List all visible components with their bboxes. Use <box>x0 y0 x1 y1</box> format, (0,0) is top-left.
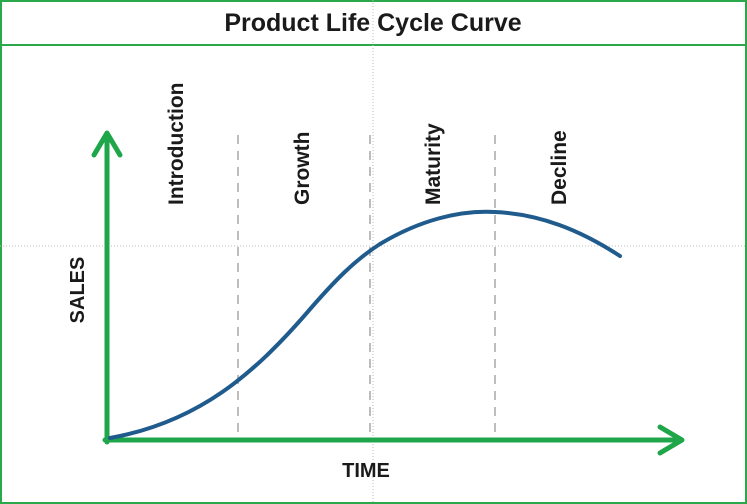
y-axis-label: SALES <box>67 257 89 324</box>
stage-dividers <box>237 135 496 440</box>
stage-label: Maturity <box>422 123 445 205</box>
stage-label: Introduction <box>165 83 188 205</box>
stage-label: Growth <box>291 132 314 206</box>
x-axis-label: TIME <box>342 460 390 482</box>
axes <box>91 130 685 456</box>
title: Product Life Cycle Curve <box>224 9 521 37</box>
life-cycle-curve <box>108 209 622 440</box>
x-arrow <box>657 424 685 456</box>
stage-label: Decline <box>548 130 571 205</box>
y-arrow <box>91 130 123 158</box>
